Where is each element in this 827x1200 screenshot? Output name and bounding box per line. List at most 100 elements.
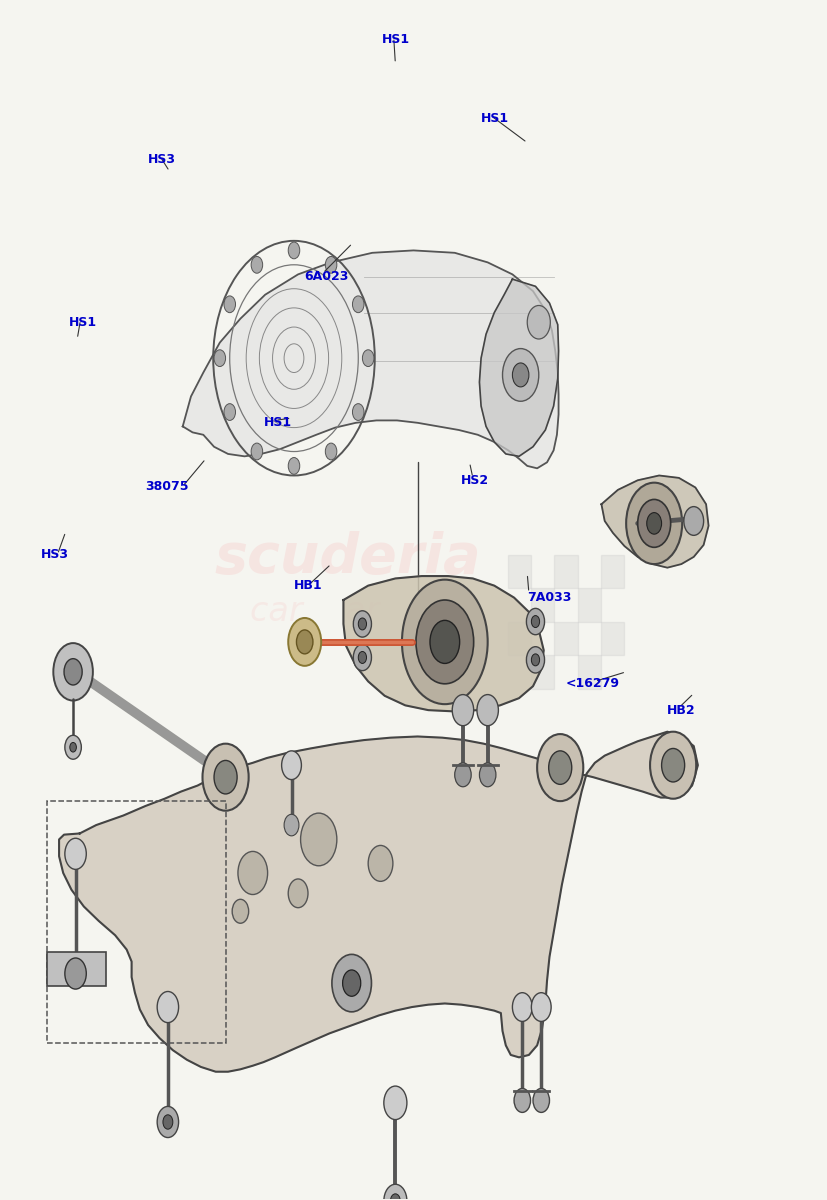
Circle shape xyxy=(503,348,538,401)
Circle shape xyxy=(358,618,366,630)
Circle shape xyxy=(384,1086,407,1120)
Bar xyxy=(600,622,624,655)
Text: HB1: HB1 xyxy=(294,580,323,592)
Circle shape xyxy=(650,732,696,799)
Circle shape xyxy=(384,1184,407,1200)
Circle shape xyxy=(342,970,361,996)
Circle shape xyxy=(65,839,86,869)
Circle shape xyxy=(157,1106,179,1138)
Circle shape xyxy=(452,695,474,726)
Circle shape xyxy=(238,852,268,894)
Circle shape xyxy=(626,482,682,564)
Circle shape xyxy=(203,744,249,811)
Circle shape xyxy=(528,306,550,340)
Circle shape xyxy=(532,992,551,1021)
Text: HS3: HS3 xyxy=(41,548,69,562)
Bar xyxy=(509,554,532,588)
Polygon shape xyxy=(183,251,558,468)
Circle shape xyxy=(53,643,93,701)
Circle shape xyxy=(430,620,460,664)
Circle shape xyxy=(537,734,583,802)
Bar xyxy=(532,655,554,689)
Circle shape xyxy=(477,695,499,726)
Circle shape xyxy=(224,403,236,420)
Text: 7A033: 7A033 xyxy=(528,592,571,604)
Circle shape xyxy=(358,652,366,664)
Bar xyxy=(46,952,106,985)
Bar xyxy=(554,622,577,655)
Circle shape xyxy=(662,749,685,782)
Circle shape xyxy=(65,736,81,760)
Circle shape xyxy=(289,878,308,907)
Bar xyxy=(577,588,600,622)
Polygon shape xyxy=(601,475,709,568)
Text: <16279: <16279 xyxy=(566,677,620,690)
Text: HS2: HS2 xyxy=(461,474,490,487)
Text: HS1: HS1 xyxy=(382,34,410,46)
Text: 38075: 38075 xyxy=(146,480,189,493)
Circle shape xyxy=(390,1194,400,1200)
Circle shape xyxy=(218,763,235,787)
Circle shape xyxy=(527,647,544,673)
Circle shape xyxy=(362,349,374,366)
Bar xyxy=(554,554,577,588)
Text: HS1: HS1 xyxy=(264,416,292,430)
Circle shape xyxy=(638,499,671,547)
Text: scuderia: scuderia xyxy=(214,532,480,586)
Circle shape xyxy=(214,349,226,366)
Circle shape xyxy=(480,763,496,787)
Bar xyxy=(600,554,624,588)
Circle shape xyxy=(647,512,662,534)
Polygon shape xyxy=(480,280,558,456)
Circle shape xyxy=(416,600,474,684)
Circle shape xyxy=(352,296,364,313)
Circle shape xyxy=(224,296,236,313)
Circle shape xyxy=(332,954,371,1012)
Circle shape xyxy=(69,743,76,752)
Circle shape xyxy=(296,630,313,654)
Circle shape xyxy=(157,991,179,1022)
Circle shape xyxy=(548,751,571,785)
Bar xyxy=(509,622,532,655)
Bar xyxy=(46,802,227,1043)
Circle shape xyxy=(289,457,299,474)
Text: HB2: HB2 xyxy=(667,703,696,716)
Circle shape xyxy=(289,242,299,259)
Circle shape xyxy=(163,1115,173,1129)
Circle shape xyxy=(65,958,86,989)
Circle shape xyxy=(513,992,533,1021)
Circle shape xyxy=(284,815,299,836)
Circle shape xyxy=(251,257,263,274)
Circle shape xyxy=(352,403,364,420)
Polygon shape xyxy=(59,732,698,1072)
Circle shape xyxy=(282,751,301,780)
Circle shape xyxy=(527,608,544,635)
Circle shape xyxy=(455,763,471,787)
Circle shape xyxy=(532,654,539,666)
Text: 6A023: 6A023 xyxy=(304,270,349,283)
Circle shape xyxy=(289,618,321,666)
Polygon shape xyxy=(343,576,543,712)
Circle shape xyxy=(532,616,539,628)
Circle shape xyxy=(514,1088,531,1112)
Circle shape xyxy=(232,899,249,923)
Circle shape xyxy=(353,644,371,671)
Text: car    ar: car ar xyxy=(250,595,380,629)
Circle shape xyxy=(513,362,529,386)
Bar xyxy=(577,655,600,689)
Circle shape xyxy=(325,443,337,460)
Text: HS1: HS1 xyxy=(69,316,97,329)
Circle shape xyxy=(300,814,337,865)
Circle shape xyxy=(368,846,393,881)
Circle shape xyxy=(64,659,82,685)
Text: HS3: HS3 xyxy=(148,152,176,166)
Text: HS1: HS1 xyxy=(481,113,509,125)
Circle shape xyxy=(353,611,371,637)
Bar xyxy=(532,588,554,622)
Circle shape xyxy=(402,580,488,704)
Circle shape xyxy=(251,443,263,460)
Circle shape xyxy=(533,1088,549,1112)
Circle shape xyxy=(684,506,704,535)
Circle shape xyxy=(208,749,245,802)
Circle shape xyxy=(325,257,337,274)
